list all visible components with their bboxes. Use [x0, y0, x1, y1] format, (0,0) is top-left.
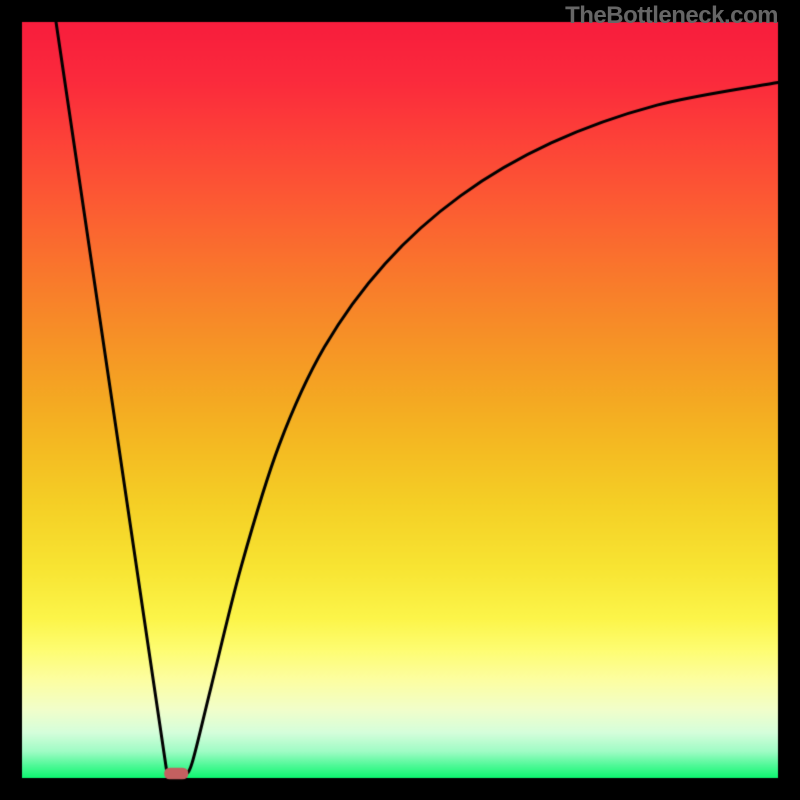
watermark-text: TheBottleneck.com: [565, 2, 778, 30]
bottleneck-chart-canvas: [0, 0, 800, 800]
